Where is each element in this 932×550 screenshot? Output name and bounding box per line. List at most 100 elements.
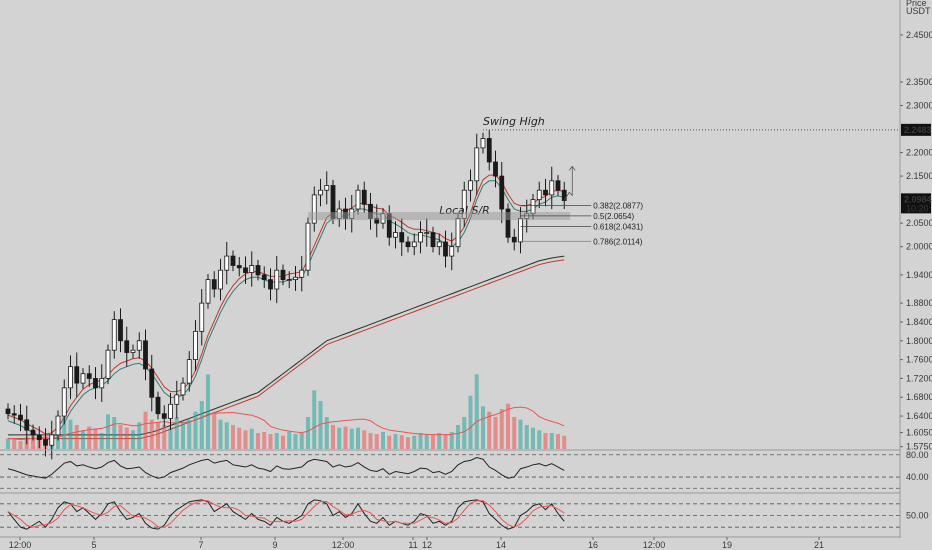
candle-body [11, 413, 17, 416]
volume-bar [337, 427, 342, 449]
candle-body [211, 279, 217, 290]
volume-bar [431, 435, 435, 449]
candle-body [443, 241, 448, 257]
volume-bar [387, 435, 392, 449]
candle-body [224, 255, 230, 271]
volume-bar [406, 437, 410, 449]
volume-bar [418, 433, 423, 449]
volume-bar [456, 425, 460, 449]
candle-body [105, 349, 111, 379]
candle-body [168, 403, 173, 419]
price-tick-label: 2.1500 [906, 171, 932, 181]
candle-body [293, 276, 298, 281]
candle-body [174, 394, 180, 405]
volume-bar [237, 427, 242, 449]
candle-body [480, 138, 486, 149]
volume-bar [256, 433, 260, 449]
candle-body [130, 349, 136, 353]
candle-body [61, 387, 67, 417]
candle-body [155, 396, 161, 415]
candle-body [518, 218, 523, 243]
candle-body [86, 373, 92, 379]
candle-body [411, 241, 417, 248]
candle-body [311, 194, 317, 224]
volume-bar [393, 434, 398, 449]
volume-bar [143, 411, 148, 449]
candle-body [355, 189, 361, 210]
candle-body [18, 414, 23, 421]
candle-body [530, 199, 536, 215]
candle-body [24, 419, 30, 431]
volume-bar [443, 434, 448, 449]
volume-bar [212, 411, 217, 449]
volume-bar [312, 390, 317, 449]
candle-body [118, 319, 123, 342]
candle-body [43, 439, 48, 446]
candle-body [318, 189, 323, 196]
volume-bar [374, 434, 379, 449]
candle-body [305, 222, 311, 271]
volume-bar [106, 414, 110, 449]
price-tick-label: 1.8800 [906, 298, 932, 308]
time-tick-label: 9 [272, 540, 277, 550]
volume-bar [81, 430, 85, 449]
volume-bar [12, 439, 17, 449]
volume-bar [474, 374, 479, 449]
volume-bar [362, 430, 367, 449]
volume-bar [424, 434, 429, 449]
candle-body [68, 366, 73, 389]
last-price-badge [901, 193, 931, 214]
volume-bars [6, 374, 567, 449]
fib-level-label: 0.618(2.0431) [593, 222, 643, 231]
swing-high-price-label: 2.2483 [904, 125, 932, 135]
candle-body [36, 434, 42, 440]
volume-bar [137, 422, 142, 449]
candle-body [280, 269, 286, 281]
candle-body [536, 189, 542, 201]
candle-body [243, 267, 248, 273]
candle-body [511, 236, 517, 243]
fib-level-label: 0.382(2.0877) [593, 201, 643, 210]
candle-body [80, 373, 86, 384]
candles [5, 129, 567, 460]
rsi-line [7, 457, 565, 479]
annotations: Swing High Local S/R 0.382(2.0877)0.5(2.… [308, 115, 900, 246]
candle-body [430, 232, 436, 248]
candle-body [230, 255, 236, 266]
countdown-label: 10:20 [906, 203, 929, 213]
price-tick-label: 1.5750 [906, 442, 932, 452]
volume-bar [293, 434, 298, 449]
volume-bar [331, 425, 335, 449]
candle-body [55, 415, 61, 436]
candle-body [543, 189, 548, 196]
candle-body [393, 232, 398, 238]
swing-high-price-badge [901, 123, 931, 136]
volume-bar [412, 435, 417, 449]
volume-bar [268, 434, 273, 449]
volume-bar [18, 441, 23, 449]
volume-bar [199, 401, 204, 449]
last-price-label: 2.0984 [904, 194, 932, 204]
swing-high-label: Swing High [483, 115, 545, 128]
rsi-tick-label: 80.00 [906, 450, 929, 460]
rsi-tick-label: 40.00 [906, 472, 929, 482]
price-tick-label: 2.3000 [906, 101, 932, 111]
fib-level-label: 0.5(2.0654) [593, 212, 634, 221]
volume-bar [31, 435, 35, 449]
volume-bar [518, 419, 523, 449]
time-tick-label: 12:00 [9, 540, 32, 550]
volume-bar [274, 433, 279, 449]
candle-body [268, 279, 273, 290]
volume-bar [543, 433, 548, 449]
time-axis: 12:00 5 7 9 12:00 11 12 14 16 12:00 19 21 [9, 537, 824, 550]
stoch-line [7, 499, 565, 530]
volume-bar [437, 433, 442, 449]
volume-bar [218, 419, 223, 449]
volume-bar [481, 406, 485, 449]
volume-bar [343, 426, 348, 449]
candle-body [236, 265, 242, 269]
candle-body [249, 265, 255, 273]
volume-bar [381, 431, 385, 449]
candle-body [149, 368, 155, 398]
